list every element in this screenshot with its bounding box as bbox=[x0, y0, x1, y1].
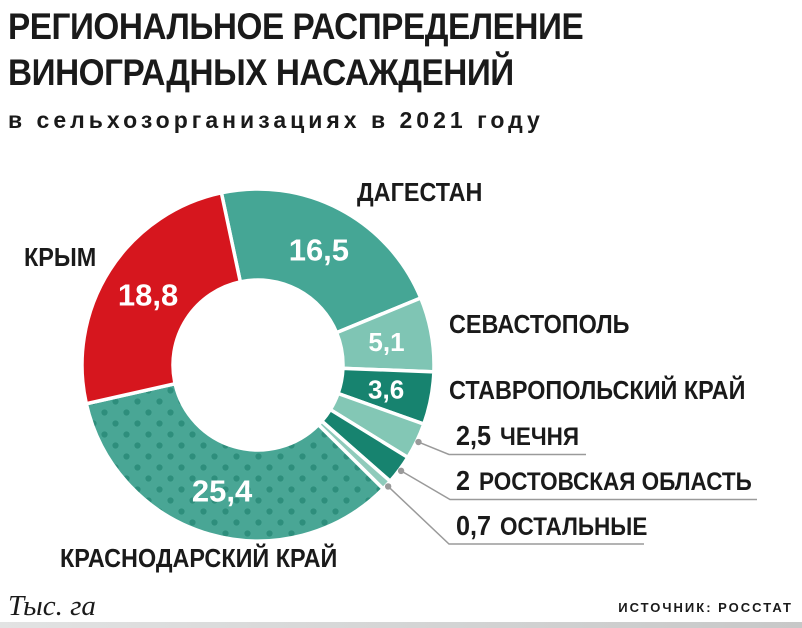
leader-line-3 bbox=[418, 441, 586, 456]
page-subtitle: в сельхозорганизациях в 2021 году bbox=[8, 107, 544, 133]
label-krasnodarskiy-kray: КРАСНОДАРСКИЙ КРАЙ bbox=[60, 543, 338, 573]
label-sevastopol: СЕВАСТОПОЛЬ bbox=[449, 309, 630, 339]
value-label-7: 18,8 bbox=[118, 278, 178, 313]
chechnya-value: 2,5 bbox=[456, 420, 492, 451]
leader-dot-3 bbox=[415, 438, 422, 446]
rostov-name: РОСТОВСКАЯ ОБЛАСТЬ bbox=[479, 468, 752, 496]
donut-segments bbox=[80, 187, 436, 543]
value-label-0: 16,5 bbox=[289, 233, 349, 268]
leader-dot-5 bbox=[384, 483, 392, 490]
others-value: 0,7 bbox=[456, 510, 492, 541]
outside-label-others: 0,7 ОСТАЛЬНЫЕ bbox=[456, 510, 669, 542]
label-dagestan: ДАГЕСТАН bbox=[357, 177, 483, 207]
unit-label: Тыс. га bbox=[8, 590, 96, 622]
leader-line-5 bbox=[387, 485, 644, 545]
source-label: ИСТОЧНИК: РОССТАТ bbox=[618, 600, 793, 615]
bottom-divider-bar bbox=[0, 622, 802, 628]
label-krym: КРЫМ bbox=[24, 242, 97, 272]
others-name: ОСТАЛЬНЫЕ bbox=[500, 513, 648, 541]
leader-lines bbox=[384, 438, 757, 545]
value-label-2: 3,6 bbox=[368, 375, 404, 405]
value-label-6: 25,4 bbox=[192, 473, 253, 508]
page-title-line-2: ВИНОГРАДНЫХ НАСАЖДЕНИЙ bbox=[8, 52, 514, 93]
leader-line-4 bbox=[400, 470, 757, 501]
segment-7 bbox=[80, 190, 243, 406]
header: РЕГИОНАЛЬНОЕ РАСПРЕДЕЛЕНИЕ ВИНОГРАДНЫХ Н… bbox=[8, 4, 647, 134]
value-label-1: 5,1 bbox=[368, 327, 404, 357]
chechnya-name: ЧЕЧНЯ bbox=[500, 423, 580, 451]
segment-0 bbox=[219, 187, 424, 335]
label-stavropolskiy-kray: СТАВРОПОЛЬСКИЙ КРАЙ bbox=[449, 375, 746, 405]
leader-dot-4 bbox=[397, 467, 405, 475]
rostov-value: 2 bbox=[456, 465, 471, 496]
outside-label-chechnya: 2,5 ЧЕЧНЯ bbox=[456, 420, 593, 452]
page-title-line-1: РЕГИОНАЛЬНОЕ РАСПРЕДЕЛЕНИЕ bbox=[8, 6, 584, 47]
segment-6 bbox=[84, 381, 386, 543]
outside-label-rostov: 2 РОСТОВСКАЯ ОБЛАСТЬ bbox=[456, 465, 785, 497]
segment-value-labels: 16,5 5,1 3,6 25,4 18,8 bbox=[118, 233, 405, 509]
